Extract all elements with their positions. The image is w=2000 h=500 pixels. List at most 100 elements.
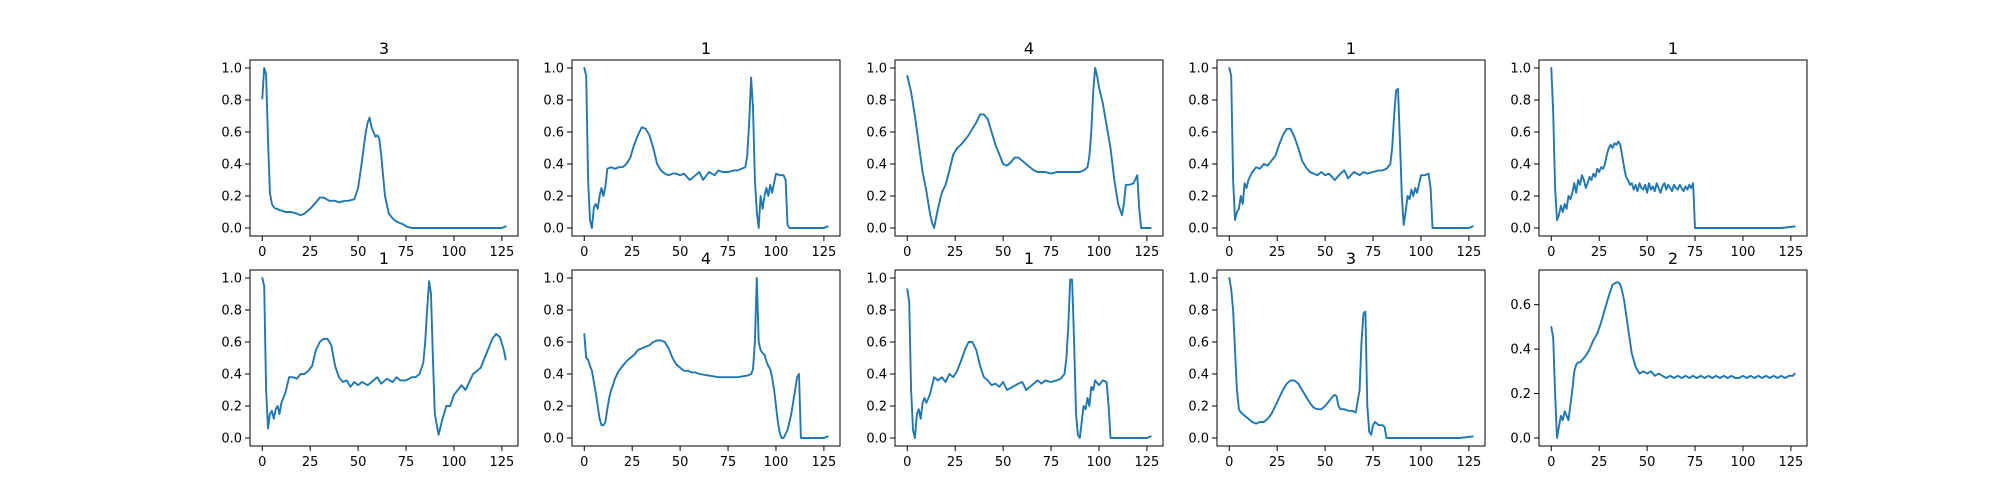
panel-title: 4 xyxy=(701,249,711,268)
y-tick-label: 0.2 xyxy=(221,190,242,205)
y-tick-label: 0.4 xyxy=(866,158,887,173)
plot-frame xyxy=(894,269,1164,447)
chart-panel-9: 0 25 50 75 100 125 0.0 0.2 0.4 0.6 0.8 1.0 3 xyxy=(1188,249,1486,470)
chart-panel-7: 0 25 50 75 100 125 0.0 0.2 0.4 0.6 0.8 1.0 4 xyxy=(543,249,841,470)
panel-title: 1 xyxy=(1668,39,1678,58)
y-tick-label: 0.0 xyxy=(1188,222,1209,237)
y-tick-label: 0.6 xyxy=(221,336,242,351)
x-tick-label: 75 xyxy=(1687,455,1704,470)
x-tick-label: 0 xyxy=(580,455,588,470)
series-line xyxy=(1228,67,1474,229)
y-tick-label: 0.4 xyxy=(543,158,564,173)
x-tick-label: 125 xyxy=(1134,245,1159,260)
y-tick-label: 0.4 xyxy=(866,368,887,383)
y-tick-label: 0.4 xyxy=(1510,343,1531,358)
x-tick-label: 75 xyxy=(1365,455,1382,470)
y-tick-label: 0.8 xyxy=(1188,94,1209,109)
y-tick-label: 1.0 xyxy=(866,272,887,287)
y-tick-label: 1.0 xyxy=(221,272,242,287)
plot-frame xyxy=(571,59,841,237)
y-tick-label: 0.4 xyxy=(543,368,564,383)
x-tick-label: 100 xyxy=(1731,245,1756,260)
y-tick-label: 1.0 xyxy=(543,62,564,77)
plot-frame xyxy=(1216,59,1486,237)
y-tick-label: 0.6 xyxy=(1510,298,1531,313)
y-tick-label: 0.6 xyxy=(866,336,887,351)
chart-panel-2: 0 25 50 75 100 125 0.0 0.2 0.4 0.6 0.8 1.0 1 xyxy=(543,39,841,260)
y-tick-label: 0.0 xyxy=(221,222,242,237)
x-tick-label: 75 xyxy=(1043,245,1060,260)
x-tick-label: 50 xyxy=(350,245,367,260)
y-tick-label: 0.4 xyxy=(1188,158,1209,173)
chart-panel-6: 0 25 50 75 100 125 0.0 0.2 0.4 0.6 0.8 1.0 1 xyxy=(221,249,519,470)
plot-frame xyxy=(894,59,1164,237)
y-tick-label: 0.4 xyxy=(221,158,242,173)
y-tick-label: 0.6 xyxy=(543,126,564,141)
y-tick-label: 0.2 xyxy=(1188,190,1209,205)
x-tick-label: 50 xyxy=(995,245,1012,260)
x-tick-label: 0 xyxy=(1547,455,1555,470)
x-tick-label: 125 xyxy=(1456,245,1481,260)
chart-panel-1: 0 25 50 75 100 125 0.0 0.2 0.4 0.6 0.8 1.0 3 xyxy=(221,39,519,260)
series-line xyxy=(1550,67,1796,229)
y-tick-label: 0.2 xyxy=(1510,190,1531,205)
y-tick-label: 0.4 xyxy=(221,368,242,383)
x-tick-label: 100 xyxy=(1087,245,1112,260)
x-tick-label: 0 xyxy=(258,455,266,470)
y-tick-label: 1.0 xyxy=(1510,62,1531,77)
y-tick-label: 0.0 xyxy=(866,222,887,237)
x-tick-label: 25 xyxy=(624,245,641,260)
plot-frame xyxy=(1538,269,1808,447)
x-tick-label: 25 xyxy=(947,245,964,260)
panel-title: 2 xyxy=(1668,249,1678,268)
x-tick-label: 0 xyxy=(903,245,911,260)
y-tick-label: 0.4 xyxy=(1188,368,1209,383)
x-tick-label: 100 xyxy=(1409,455,1434,470)
series-line xyxy=(906,67,1152,229)
y-tick-label: 0.2 xyxy=(1188,400,1209,415)
chart-panel-4: 0 25 50 75 100 125 0.0 0.2 0.4 0.6 0.8 1.0 1 xyxy=(1188,39,1486,260)
x-tick-label: 25 xyxy=(1269,245,1286,260)
x-tick-label: 125 xyxy=(1778,245,1803,260)
y-tick-label: 0.2 xyxy=(543,400,564,415)
x-tick-label: 75 xyxy=(398,455,415,470)
plot-frame xyxy=(571,269,841,447)
y-tick-label: 0.0 xyxy=(866,432,887,447)
plot-frame xyxy=(1538,59,1808,237)
x-tick-label: 0 xyxy=(1225,245,1233,260)
x-tick-label: 0 xyxy=(1225,455,1233,470)
x-tick-label: 125 xyxy=(811,245,836,260)
y-tick-label: 0.6 xyxy=(1188,336,1209,351)
x-tick-label: 50 xyxy=(1317,455,1334,470)
y-tick-label: 0.4 xyxy=(1510,158,1531,173)
y-tick-label: 0.8 xyxy=(866,94,887,109)
x-tick-label: 50 xyxy=(1317,245,1334,260)
y-tick-label: 0.0 xyxy=(543,432,564,447)
series-line xyxy=(583,67,829,229)
y-tick-label: 0.0 xyxy=(1188,432,1209,447)
series-line xyxy=(906,278,1152,439)
chart-panel-10: 0 25 50 75 100 125 0.0 0.2 0.4 0.6 2 xyxy=(1510,249,1808,470)
panel-title: 1 xyxy=(379,249,389,268)
x-tick-label: 125 xyxy=(1134,455,1159,470)
x-tick-label: 25 xyxy=(302,455,319,470)
x-tick-label: 125 xyxy=(489,455,514,470)
x-tick-label: 25 xyxy=(1591,455,1608,470)
y-tick-label: 0.0 xyxy=(543,222,564,237)
x-tick-label: 0 xyxy=(258,245,266,260)
y-tick-label: 0.8 xyxy=(1510,94,1531,109)
y-tick-label: 0.8 xyxy=(543,94,564,109)
y-tick-label: 1.0 xyxy=(1188,272,1209,287)
series-line xyxy=(1550,281,1796,439)
x-tick-label: 25 xyxy=(624,455,641,470)
chart-panel-8: 0 25 50 75 100 125 0.0 0.2 0.4 0.6 0.8 1.0 1 xyxy=(866,249,1164,470)
x-tick-label: 125 xyxy=(489,245,514,260)
y-tick-label: 0.6 xyxy=(866,126,887,141)
y-tick-label: 0.6 xyxy=(1510,126,1531,141)
x-tick-label: 125 xyxy=(1778,455,1803,470)
plot-frame xyxy=(1216,269,1486,447)
y-tick-label: 0.0 xyxy=(1510,432,1531,447)
x-tick-label: 50 xyxy=(350,455,367,470)
y-tick-label: 0.0 xyxy=(221,432,242,447)
